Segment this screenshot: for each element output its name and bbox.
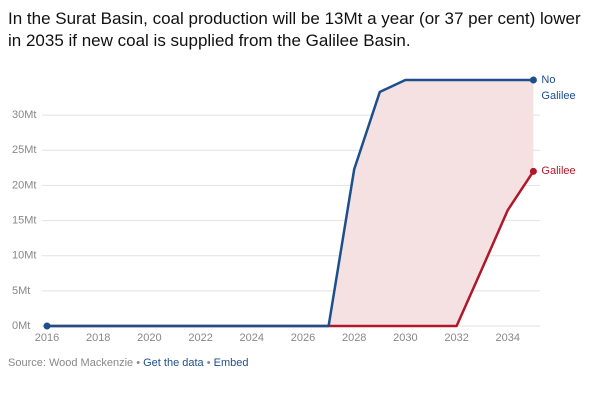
x-tick-label: 2026 — [291, 332, 315, 344]
x-tick-label: 2018 — [86, 332, 110, 344]
x-tick-label: 2034 — [496, 332, 520, 344]
y-tick-label: 10Mt — [12, 250, 36, 262]
series-label: Galilee — [541, 165, 576, 178]
end-marker — [529, 76, 537, 84]
start-marker — [43, 322, 51, 330]
get-data-link[interactable]: Get the data — [143, 357, 204, 369]
end-marker — [529, 167, 537, 175]
x-tick-label: 2022 — [188, 332, 212, 344]
y-tick-label: 30Mt — [12, 109, 36, 121]
series-label: No Galilee — [541, 74, 576, 102]
separator: • — [206, 357, 211, 369]
series-line — [47, 78, 534, 328]
x-tick-label: 2016 — [35, 332, 59, 344]
embed-link[interactable]: Embed — [213, 357, 249, 369]
separator: • — [136, 357, 141, 369]
gap-area — [47, 80, 534, 326]
x-tick-label: 2032 — [444, 332, 468, 344]
source: Source: Wood Mackenzie — [8, 357, 134, 369]
x-tick-label: 2030 — [393, 332, 417, 344]
y-tick-label: 25Mt — [12, 144, 36, 156]
x-tick-label: 2028 — [342, 332, 366, 344]
y-tick-label: 15Mt — [12, 214, 36, 226]
x-tick-label: 2020 — [137, 332, 161, 344]
y-tick-label: 5Mt — [12, 285, 30, 297]
chart-title: In the Surat Basin, coal production will… — [8, 9, 581, 50]
footer: Source: Wood Mackenzie • Get the data • … — [8, 357, 249, 369]
x-tick-label: 2024 — [240, 332, 264, 344]
y-tick-label: 0Mt — [12, 320, 30, 332]
y-tick-label: 20Mt — [12, 179, 36, 191]
